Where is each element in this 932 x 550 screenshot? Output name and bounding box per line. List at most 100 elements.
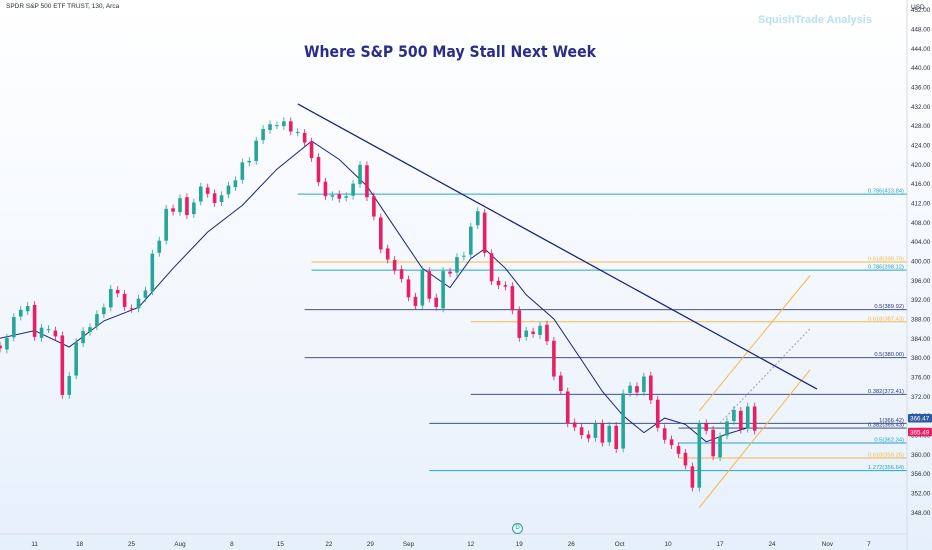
candle-body <box>593 423 598 438</box>
channel-lower-line <box>698 369 811 508</box>
candle-body <box>496 280 501 286</box>
time-tick-label: 22 <box>325 541 333 548</box>
candle-body <box>427 271 432 299</box>
price-tick-label: 424.00 <box>911 143 931 150</box>
candle-body <box>683 452 688 466</box>
candle-body <box>247 160 252 163</box>
fib-level-label: 0.382(365.43) <box>868 423 904 429</box>
dividend-marker[interactable]: D <box>512 523 523 534</box>
price-tick-label: 356.00 <box>911 471 931 478</box>
candle-body <box>351 183 355 196</box>
time-tick-label: Nov <box>822 541 834 548</box>
price-tick-label: 404.00 <box>911 239 931 246</box>
candle-body <box>690 466 695 488</box>
time-tick-label: 25 <box>128 541 136 548</box>
candle-body <box>441 271 445 309</box>
candle-body <box>316 157 321 183</box>
candle-body <box>212 193 217 203</box>
candle-body <box>185 197 189 216</box>
candles <box>0 117 757 492</box>
price-tick-label: 416.00 <box>911 181 931 188</box>
candle-body <box>739 410 743 430</box>
sma-line <box>0 140 748 443</box>
candle-body <box>302 132 307 143</box>
candle-body <box>649 375 653 401</box>
fib-level-label: 1(366.42) <box>879 418 904 424</box>
candle-body <box>164 208 168 241</box>
candle-body <box>108 289 113 308</box>
time-tick-label: 26 <box>568 541 576 548</box>
candle-body <box>732 409 736 421</box>
price-tick-label: 388.00 <box>911 317 931 324</box>
candle-body <box>46 329 51 331</box>
candle-body <box>579 427 584 435</box>
candle-body <box>475 211 480 226</box>
candle-body <box>323 181 328 197</box>
time-tick-label: Aug <box>174 541 186 548</box>
moving-average <box>0 140 748 443</box>
fib-level-label: 0.5(362.34) <box>874 438 904 444</box>
candle-body <box>178 198 182 213</box>
price-axis[interactable]: 348.00352.00356.00360.00364.00368.00372.… <box>906 0 931 550</box>
candle-body <box>365 165 369 198</box>
price-tick-label: 428.00 <box>911 123 931 130</box>
candle-body <box>420 270 425 306</box>
price-tick-label: 348.00 <box>911 510 931 517</box>
time-axis[interactable]: 11 18 25 Aug 8 15 22 29 Sep 12 19 26 Oct 10 17 24 Nov 7 <box>0 533 907 548</box>
price-tick-label: 380.00 <box>911 355 931 362</box>
time-tick-label: Oct <box>615 541 625 548</box>
time-tick-label: 17 <box>717 541 725 548</box>
candle-body <box>219 195 224 203</box>
candle-body <box>399 269 404 279</box>
time-tick-label: 15 <box>277 541 285 548</box>
candle-body <box>5 337 9 350</box>
candle-body <box>662 428 667 440</box>
candle-body <box>25 305 30 312</box>
brand-watermark: SquishTrade Analysis <box>758 14 872 26</box>
candle-body <box>233 180 238 188</box>
candle-body <box>392 260 397 271</box>
time-tick-label: 11 <box>31 541 38 548</box>
candle-body <box>226 185 231 195</box>
price-tag-box <box>908 414 932 423</box>
candle-body <box>552 340 556 377</box>
trendline <box>297 103 818 390</box>
candle-body <box>545 324 549 342</box>
candle-body <box>95 314 99 327</box>
time-tick-label: 8 <box>230 541 234 548</box>
candle-body <box>157 240 162 253</box>
candle-body <box>614 425 619 450</box>
candle-body <box>53 330 58 337</box>
candle-body <box>635 386 639 393</box>
candle-body <box>288 121 293 132</box>
candle-body <box>143 290 148 298</box>
price-tick-label: 412.00 <box>911 201 931 208</box>
candle-body <box>524 330 528 337</box>
fib-level-label: 0.786(413.84) <box>868 189 904 195</box>
candle-body <box>462 255 466 257</box>
price-tick-label: 352.00 <box>911 491 931 498</box>
candle-body <box>32 304 37 337</box>
candle-body <box>385 248 390 260</box>
price-tick-label: 432.00 <box>911 104 931 111</box>
fib-level-label: 0.5(380.00) <box>874 352 904 358</box>
candle-body <box>676 446 681 454</box>
time-tick-label: 19 <box>516 541 524 548</box>
candle-body <box>67 376 72 395</box>
candle-body <box>745 406 750 429</box>
time-tick-label: 7 <box>867 541 871 548</box>
candle-body <box>282 121 286 127</box>
candle-body <box>621 393 625 449</box>
candle-body <box>0 345 2 349</box>
candle-body <box>697 423 702 488</box>
candle-body <box>455 257 459 273</box>
candle-body <box>379 217 383 250</box>
candle-body <box>205 187 210 194</box>
candle-body <box>448 271 452 274</box>
price-tick-label: 372.00 <box>911 394 931 401</box>
fibonacci-levels: 0.786(413.84) 0.618(399.79) 0.786(398.12) 0… <box>297 189 907 472</box>
time-tick-label: 24 <box>768 541 776 548</box>
ticker-label: SPDR S&P 500 ETF TRUST, 130, Arca <box>6 3 120 10</box>
candle-body <box>538 325 542 335</box>
